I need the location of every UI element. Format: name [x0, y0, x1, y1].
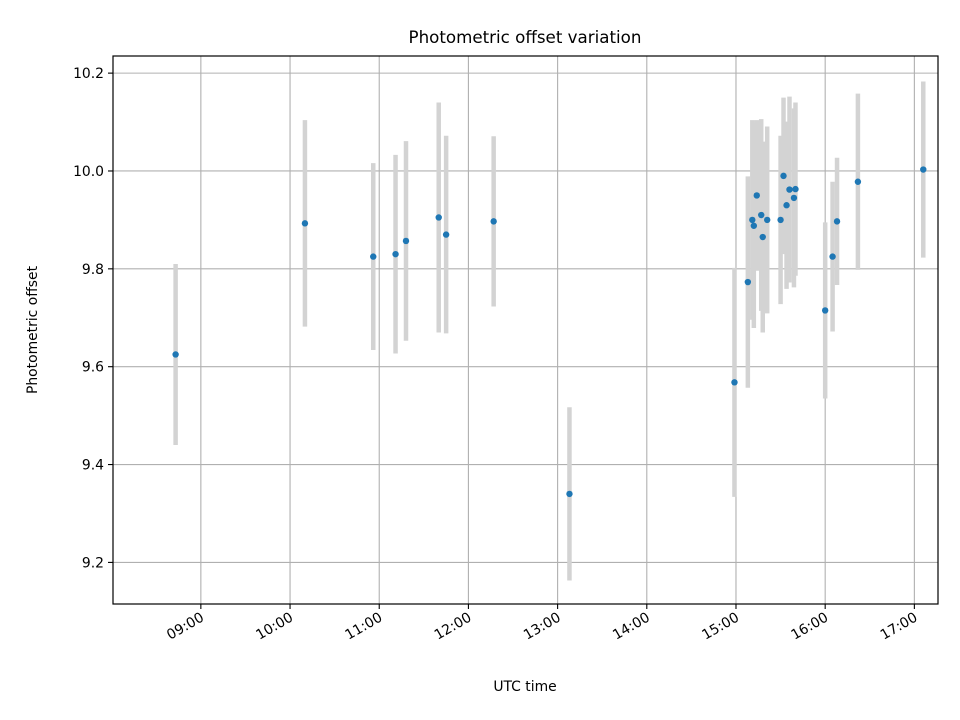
data-point [749, 216, 756, 224]
data-point [792, 185, 799, 193]
data-point [786, 186, 793, 193]
data-point [920, 166, 927, 173]
y-tick-label: 9.2 [82, 555, 104, 571]
data-point [783, 202, 790, 209]
y-tick-label: 9.6 [82, 360, 104, 376]
data-point [753, 192, 760, 199]
data-point [402, 237, 410, 245]
data-point [566, 490, 573, 498]
grid-lines [113, 56, 938, 604]
x-axis-label: UTC time [493, 679, 556, 695]
data-point [777, 216, 784, 224]
y-tick-label: 10.0 [73, 164, 104, 180]
y-tick-label: 9.4 [82, 458, 104, 474]
chart-title: Photometric offset variation [409, 27, 642, 47]
data-point [435, 214, 442, 221]
data-point [490, 218, 497, 225]
data-point [833, 218, 841, 225]
y-axis-ticks: 9.2 9.4 9.6 9.8 10.0 10.2 [73, 66, 113, 571]
data-point [750, 222, 758, 229]
y-tick-label: 9.8 [82, 262, 104, 278]
data-point [731, 379, 738, 386]
data-point [744, 278, 752, 286]
data-point [790, 194, 798, 202]
data-point [854, 178, 862, 185]
plot-frame [112, 55, 939, 605]
data-point [758, 211, 765, 219]
data-point [370, 253, 377, 260]
data-points [172, 166, 927, 498]
y-axis-label: Photometric offset [25, 265, 41, 394]
data-point [759, 233, 766, 241]
data-point [301, 220, 309, 227]
y-tick-label: 10.2 [73, 66, 104, 82]
data-point [821, 307, 829, 314]
data-point [780, 172, 787, 180]
data-point [392, 250, 399, 258]
data-point [442, 231, 450, 238]
data-point [764, 216, 771, 224]
data-point [829, 253, 836, 260]
data-point [172, 351, 179, 358]
